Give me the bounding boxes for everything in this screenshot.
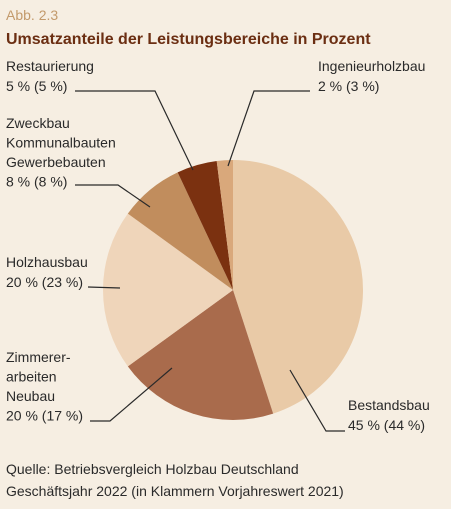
pie-slice (216, 160, 233, 290)
pie-slice (177, 161, 233, 290)
value-label: 8 % (8 %) (6, 174, 67, 190)
leader-line (227, 90, 310, 167)
slice-label-line: Gewerbebauten (6, 154, 106, 170)
figure-label: Abb. 2.3 (6, 7, 58, 23)
leader-line (289, 369, 345, 432)
slice-label-line: Neubau (6, 388, 55, 404)
slice-label-line: Bestandsbau (348, 397, 430, 413)
slice-label-line: Kommunalbauten (6, 135, 116, 151)
slice-label: Ingenieurholzbau (318, 58, 425, 74)
source: Geschäftsjahr 2022 (in Klammern Vorjahre… (6, 483, 344, 499)
value-label: 20 % (17 %) (6, 408, 83, 424)
pie-slice (103, 213, 233, 367)
leader-line (87, 286, 121, 289)
pie-slice (127, 290, 274, 420)
slice-label-line: Zimmerer- (6, 349, 71, 365)
slice-label-line: Holzhausbau (6, 254, 88, 270)
slice-label: Restaurierung (6, 58, 94, 74)
slice-label-line: Restaurierung (6, 58, 94, 74)
slice-label-line: Zweckbau (6, 115, 70, 131)
value-label: 45 % (44 %) (348, 417, 425, 433)
slice-label-line: arbeiten (6, 369, 57, 385)
slice-label: Zweckbau Kommunalbauten Gewerbebauten (6, 115, 116, 170)
chart-title: Umsatzanteile der Leistungsbereiche in P… (6, 31, 371, 48)
leader-line (75, 184, 151, 208)
slice-label-line: Ingenieurholzbau (318, 58, 425, 74)
leader-line (90, 367, 173, 422)
slice-label: Holzhausbau (6, 254, 88, 270)
source: Quelle: Betriebsvergleich Holzbau Deutsc… (6, 461, 299, 477)
value-label: 20 % (23 %) (6, 274, 83, 290)
value-label: 5 % (5 %) (6, 78, 67, 94)
pie-slice (233, 160, 364, 414)
value-label: 2 % (3 %) (318, 78, 379, 94)
slice-label: Zimmerer-arbeiten Neubau (6, 349, 71, 404)
leader-line (75, 90, 194, 171)
pie-slice (127, 172, 233, 290)
slice-label: Bestandsbau (348, 397, 430, 413)
